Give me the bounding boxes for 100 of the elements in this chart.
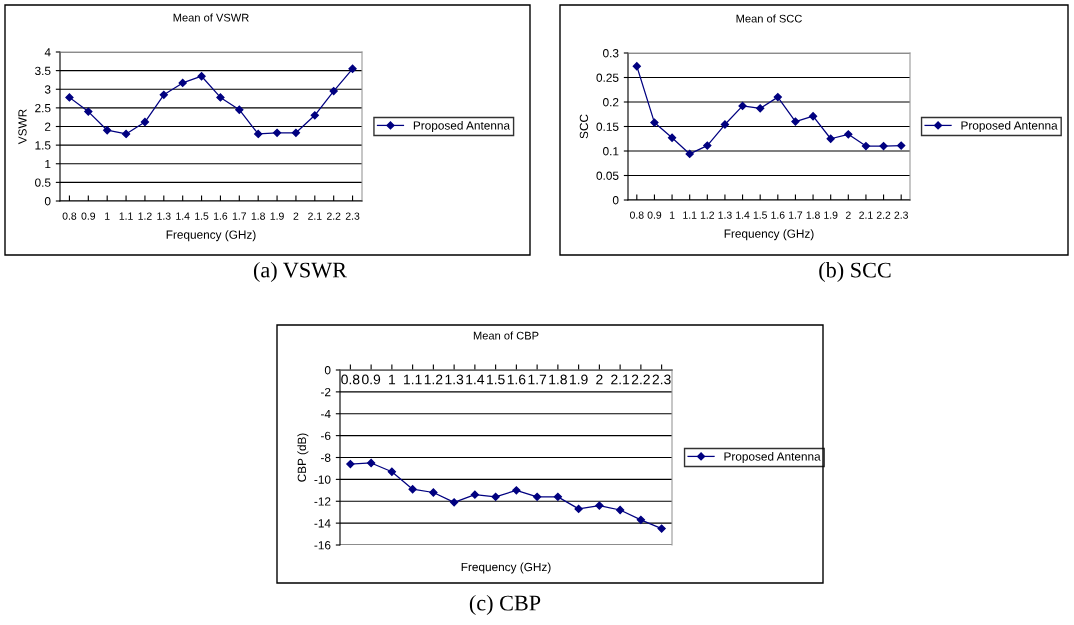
y-tick-label: 0.25 [596,73,619,82]
y-tick-label: -10 [314,475,331,484]
x-axis-title: Frequency (GHz) [166,230,256,242]
x-tick-label: 1.2 [138,212,152,220]
point [650,118,659,127]
point [346,459,355,469]
x-tick-label: 2.3 [652,374,671,385]
x-tick-label: 2.3 [894,211,908,219]
x-tick-label: 0.9 [362,374,381,385]
x-tick-label: 1.5 [487,374,505,385]
x-tick-label: 1.1 [404,374,422,385]
x-tick-label: 1.4 [736,211,750,219]
x-tick-label: 2.2 [326,212,341,220]
x-tick-label: 1.4 [466,374,485,385]
chart-title: Mean of SCC [736,14,802,23]
x-tick-label: 2.2 [876,211,891,219]
x-tick-label: 2.1 [611,374,630,385]
point [329,86,338,96]
point [512,486,521,495]
point [366,458,376,468]
x-tick-label: 1.5 [753,211,767,219]
x-tick-label: 1.7 [528,374,547,385]
y-tick-label: -8 [321,453,331,462]
point [408,485,417,494]
y-tick-label: 0.15 [596,122,619,131]
point [235,105,244,114]
y-tick-label: 1.5 [35,141,51,150]
point [310,111,319,120]
point [861,141,871,151]
point [121,129,131,139]
x-tick-label: 0.8 [629,211,644,219]
x-tick-label: 1.6 [771,211,785,219]
point [553,492,563,502]
y-tick-label: 2.5 [35,103,51,113]
x-tick-label: 0.9 [81,212,96,220]
y-tick-label: 3.5 [35,66,51,76]
y-tick-label: -12 [314,497,331,506]
x-tick-label: 2.1 [308,212,322,220]
point [140,117,150,127]
y-tick-label: 0.2 [603,98,619,107]
point [429,488,438,497]
point [632,62,641,71]
point [159,90,168,99]
point [574,504,583,514]
y-tick-label: 2 [45,122,51,131]
x-tick-label: 1.2 [424,374,443,385]
point [449,498,459,507]
x-tick-label: 1.7 [788,211,803,219]
point [178,78,187,88]
point [197,72,206,81]
text: (a) VSWR [253,261,347,283]
point [348,64,357,73]
x-tick-label: 1.9 [270,212,284,220]
point [773,92,782,102]
x-axis-title: Frequency (GHz) [724,229,814,241]
point [826,134,835,143]
point [897,141,906,150]
x-axis-title: Frequency (GHz) [461,562,551,574]
point [756,104,765,113]
x-tick-label: 1.1 [683,211,697,219]
x-tick-label: 0.9 [647,211,662,219]
y-tick-label: 0.1 [603,147,619,156]
point [470,490,480,499]
x-tick-label: 1.3 [157,212,171,220]
x-tick-label: 1.9 [570,374,588,385]
x-tick-label: 1.8 [806,211,820,219]
text: (c) CBP [469,594,541,616]
point [808,112,818,121]
x-tick-label: 0.8 [62,212,77,220]
x-tick-label: 2 [293,212,299,220]
point [103,126,112,135]
legend-label: Proposed Antenna [724,452,821,463]
point [84,107,93,116]
point [254,129,263,139]
legend-label: Proposed Antenna [961,121,1058,132]
x-tick-label: 1.9 [824,211,838,219]
legend-label: Proposed Antenna [413,121,511,132]
y-tick-label: 3 [44,85,51,94]
y-tick-label: 1 [45,159,51,169]
point [216,93,225,102]
point [65,93,74,102]
y-tick-label: -16 [314,541,331,550]
x-tick-label: 1.6 [213,212,228,220]
point [491,492,500,502]
x-tick-label: 1 [105,212,110,220]
text: (b) SCC [819,261,891,283]
y-tick-label: 4 [44,48,51,57]
y-tick-label: 0.3 [603,49,619,58]
point [791,117,800,126]
y-axis-title: SCC [579,114,589,139]
x-tick-label: 1.6 [507,374,526,385]
y-tick-label: 0 [612,196,619,205]
x-tick-label: 1.4 [176,212,190,220]
x-tick-label: 1.5 [195,212,209,220]
x-tick-label: 0.8 [341,374,360,385]
x-tick-label: 1.8 [549,374,567,385]
point [738,101,747,111]
x-tick-label: 1 [389,374,396,385]
x-tick-label: 2.2 [631,374,650,385]
y-tick-label: -2 [321,387,331,397]
